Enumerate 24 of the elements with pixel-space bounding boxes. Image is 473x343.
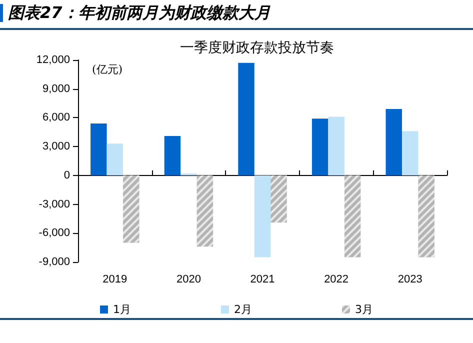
y-tick-label: 6,000: [42, 112, 70, 124]
y-tick-label: -6,000: [38, 227, 70, 240]
y-tick-label: -9,000: [38, 256, 70, 268]
y-axis-title: (亿元): [92, 63, 123, 76]
y-tick-label: 12,000: [36, 54, 70, 66]
y-tick-label: 9,000: [42, 82, 70, 95]
x-tick-label: 2019: [102, 274, 128, 286]
x-tick-label: 2022: [324, 274, 349, 286]
chart-title: 图表27：年初前两月为财政缴款大月: [8, 3, 270, 24]
bar: [238, 62, 254, 176]
y-tick-label: 3,000: [42, 140, 70, 153]
y-tick-label: 0: [64, 169, 70, 182]
x-tick-label: 2020: [176, 274, 201, 286]
legend-label: 1月: [113, 303, 131, 316]
x-tick-label: 2021: [250, 274, 275, 286]
legend-label: 3月: [355, 303, 373, 316]
bar: [312, 118, 328, 176]
legend-label: 2月: [234, 303, 252, 316]
y-tick-label: -3,000: [38, 198, 70, 210]
bar: [386, 109, 402, 176]
bar: [164, 136, 181, 176]
x-tick-label: 2023: [398, 274, 422, 286]
chart-subtitle: 一季度财政存款投放节奏: [180, 40, 334, 56]
bar: [90, 123, 107, 176]
